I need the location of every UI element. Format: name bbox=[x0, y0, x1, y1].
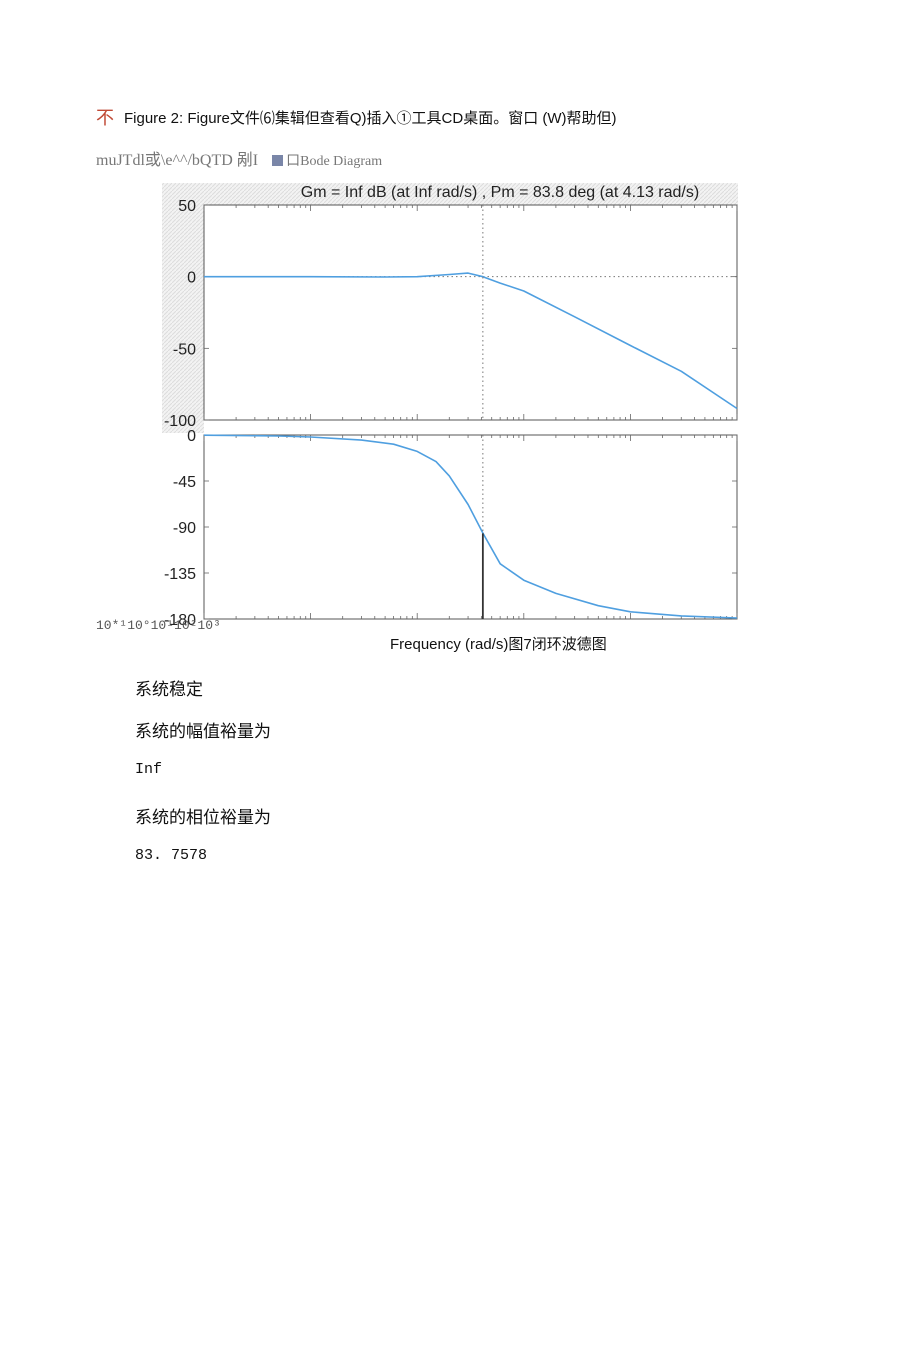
toolbar-bode-label: 口Bode Diagram bbox=[286, 154, 383, 169]
chart-title: Gm = Inf dB (at Inf rad/s) , Pm = 83.8 d… bbox=[301, 184, 699, 201]
plot-frame bbox=[203, 434, 738, 620]
caption-suffix: 图7闭环波德图 bbox=[508, 636, 607, 653]
y-tick-label: 0 bbox=[187, 270, 196, 287]
y-tick-label: 0 bbox=[187, 428, 196, 445]
bode-figure: 50 0 -50 -100 0 -45 -90 -135 -180 Gm = Inf dB (… bbox=[162, 183, 738, 629]
line-phase-margin-value: 83. 7578 bbox=[135, 847, 208, 864]
title-background bbox=[162, 183, 738, 205]
y-tick-label: -45 bbox=[173, 474, 196, 491]
series-line bbox=[204, 272, 738, 410]
figure-caption: Frequency (rad/s)图7闭环波德图 bbox=[390, 633, 607, 654]
phase-plot: 0 -45 -90 -135 -180 bbox=[164, 428, 738, 629]
line-stable: 系统稳定 bbox=[135, 680, 203, 699]
y-tick-label: -50 bbox=[173, 341, 196, 358]
y-tick-label: -90 bbox=[173, 520, 196, 537]
y-tick-label: 50 bbox=[178, 198, 196, 215]
x-axis-garbled-ticks: 10*¹10°10¹10²10³ bbox=[96, 618, 221, 633]
y-tick-label: -180 bbox=[164, 612, 196, 629]
figure-window-header: 不 Figure 2: Figure文件⑹集辑但查看Q)插入①工具CD桌面。窗口 … bbox=[96, 104, 617, 130]
x-axis-label: Frequency (rad/s) bbox=[390, 636, 509, 653]
toolbar-line: muJTdl或\e^^/bQTD 剐I 口Bode Diagram bbox=[96, 146, 382, 170]
series-line bbox=[203, 434, 738, 619]
figure-header-text: Figure 2: Figure文件⑹集辑但查看Q)插入①工具CD桌面。窗口 (… bbox=[124, 110, 617, 127]
square-icon bbox=[272, 155, 284, 166]
toolbar-garbled-text: muJTdl或\e^^/bQTD 剐I bbox=[96, 152, 259, 169]
figure-marker: 不 bbox=[96, 108, 114, 128]
y-tick-label: -100 bbox=[164, 413, 196, 430]
magnitude-plot: 50 0 -50 -100 bbox=[164, 198, 738, 430]
plot-frame bbox=[203, 204, 738, 421]
line-gain-margin-value: Inf bbox=[135, 761, 163, 778]
magnitude-ylabel-background bbox=[162, 205, 204, 433]
y-tick-label: -135 bbox=[164, 566, 196, 583]
line-phase-margin-label: 系统的相位裕量为 bbox=[135, 808, 271, 827]
line-gain-margin-label: 系统的幅值裕量为 bbox=[135, 722, 271, 741]
